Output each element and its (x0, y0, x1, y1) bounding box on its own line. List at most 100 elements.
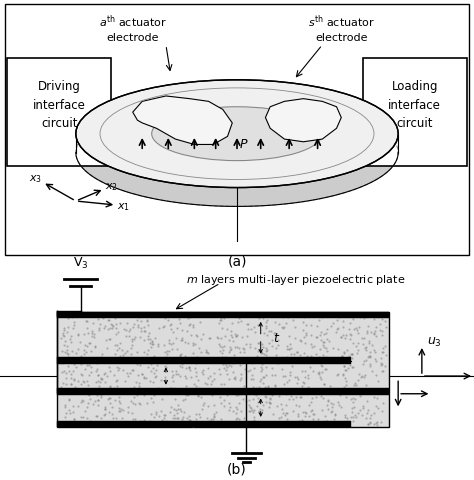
Point (334, 371, 341, 378)
Point (198, 336, 205, 344)
Point (261, 355, 268, 362)
Point (91, 343, 98, 350)
Point (89, 311, 96, 319)
Point (363, 347, 370, 354)
Point (237, 370, 245, 378)
Point (131, 333, 139, 341)
Point (224, 391, 231, 399)
Text: electrode: electrode (107, 33, 159, 43)
Point (305, 374, 312, 382)
Point (182, 392, 190, 399)
Point (279, 313, 287, 321)
Point (79, 396, 86, 404)
Point (300, 408, 307, 416)
Point (169, 414, 177, 422)
Point (269, 410, 276, 418)
Point (292, 374, 299, 382)
Point (210, 410, 218, 418)
Point (95, 316, 102, 324)
Point (86, 421, 94, 429)
Point (117, 418, 124, 426)
Point (293, 373, 301, 381)
Point (348, 404, 356, 412)
Point (83, 414, 91, 422)
Point (237, 374, 245, 382)
Point (197, 319, 204, 326)
Point (123, 319, 131, 327)
Point (145, 310, 153, 317)
Point (111, 419, 118, 426)
Point (88, 329, 96, 337)
Point (236, 314, 243, 322)
Text: circuit: circuit (41, 117, 78, 130)
Point (314, 370, 322, 377)
Point (110, 372, 118, 379)
Point (327, 322, 335, 330)
Point (232, 415, 239, 423)
Point (206, 418, 213, 425)
Point (281, 324, 288, 332)
Point (154, 343, 162, 350)
Bar (57, 312, 389, 318)
Point (376, 327, 384, 335)
Point (222, 361, 229, 369)
Point (378, 418, 385, 426)
Point (303, 353, 311, 360)
Point (262, 344, 270, 352)
Point (371, 355, 379, 363)
Point (82, 420, 90, 427)
Point (189, 322, 197, 329)
Point (285, 332, 292, 340)
Point (307, 340, 315, 348)
Point (124, 408, 131, 416)
Point (256, 312, 264, 320)
Point (189, 349, 197, 357)
Point (69, 408, 76, 416)
Point (169, 368, 176, 375)
Point (278, 324, 285, 331)
Point (341, 335, 349, 343)
Point (355, 329, 362, 337)
Point (314, 418, 322, 426)
Polygon shape (265, 99, 341, 143)
Point (291, 351, 298, 359)
Point (287, 368, 294, 376)
Point (192, 383, 200, 390)
Point (318, 313, 326, 321)
Point (80, 355, 87, 362)
Point (74, 332, 82, 339)
Point (132, 379, 139, 386)
Point (91, 419, 98, 426)
Point (278, 400, 285, 408)
Point (318, 407, 326, 414)
Point (101, 410, 109, 418)
Point (210, 369, 218, 377)
Text: $s^{\rm th}$ actuator: $s^{\rm th}$ actuator (308, 13, 375, 30)
Point (361, 334, 368, 342)
Point (237, 408, 245, 415)
Point (352, 411, 359, 419)
Point (97, 415, 105, 422)
Point (275, 359, 283, 367)
Point (83, 318, 91, 325)
Point (97, 391, 105, 399)
Point (348, 354, 356, 362)
Point (85, 391, 93, 399)
Point (113, 342, 120, 349)
Point (301, 340, 309, 348)
Point (321, 412, 329, 420)
Point (208, 377, 215, 385)
Point (277, 312, 285, 320)
Point (140, 324, 147, 331)
Point (286, 346, 293, 353)
Point (190, 342, 197, 349)
Point (217, 394, 224, 401)
Point (174, 405, 182, 413)
Point (107, 395, 114, 402)
Point (296, 336, 304, 344)
Point (242, 421, 250, 429)
Ellipse shape (76, 81, 398, 188)
Point (234, 318, 242, 326)
Point (331, 411, 338, 419)
Point (259, 343, 267, 351)
